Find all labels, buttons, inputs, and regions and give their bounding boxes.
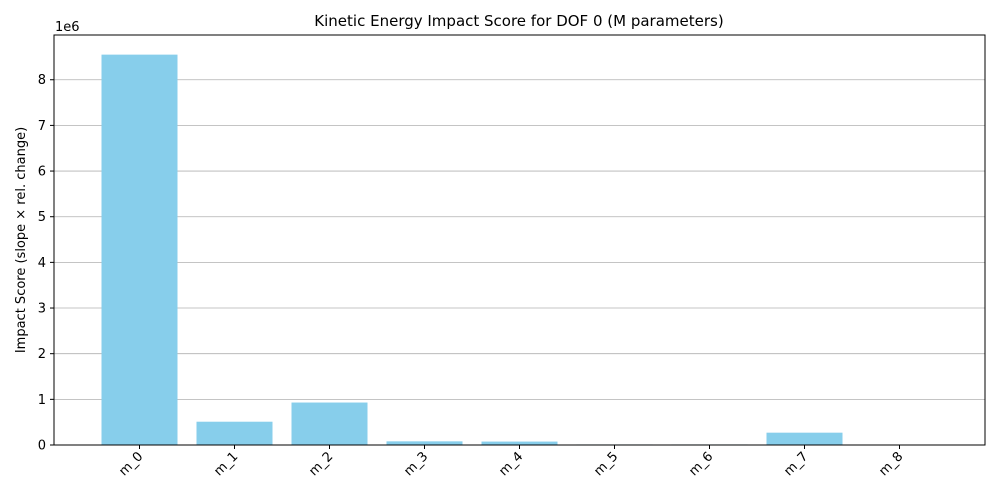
x-tick-label: m_1	[211, 449, 241, 479]
y-tick-label: 7	[38, 119, 46, 134]
plot-frame	[53, 34, 986, 446]
bars	[101, 54, 938, 446]
x-tick-label: m_5	[591, 449, 621, 479]
x-ticks: m_0 m_1 m_2 m_3 m_4 m_5 m_6 m_7 m_8	[116, 445, 906, 479]
bar-m_0	[101, 54, 178, 446]
grid-lines	[54, 79, 985, 400]
bar-m_2	[291, 402, 368, 445]
scale-note: 1e6	[55, 20, 80, 35]
y-tick-label: 2	[38, 347, 46, 362]
y-tick-label: 1	[38, 393, 46, 408]
chart-title: Kinetic Energy Impact Score for DOF 0 (M…	[314, 12, 723, 30]
bar-m_1	[196, 421, 273, 445]
y-axis-label: Impact Score (slope × rel. change)	[14, 127, 29, 353]
x-tick-label: m_2	[306, 449, 336, 479]
x-tick-label: m_3	[401, 449, 431, 479]
y-tick-label: 0	[38, 439, 46, 454]
y-ticks: 0 1 2 3 4 5 6 7 8	[38, 73, 54, 454]
y-tick-label: 8	[38, 73, 46, 88]
y-tick-label: 3	[38, 302, 46, 317]
y-tick-label: 4	[38, 256, 46, 271]
x-tick-label: m_8	[876, 449, 906, 479]
bar-m_7	[766, 432, 843, 445]
bar-m_3	[386, 441, 463, 445]
x-tick-label: m_6	[686, 449, 716, 479]
y-tick-label: 6	[38, 165, 46, 180]
bar-m_4	[481, 441, 558, 445]
x-tick-label: m_4	[496, 449, 526, 479]
y-tick-label: 5	[38, 210, 46, 225]
x-tick-label: m_0	[116, 449, 146, 479]
x-tick-label: m_7	[781, 449, 811, 479]
